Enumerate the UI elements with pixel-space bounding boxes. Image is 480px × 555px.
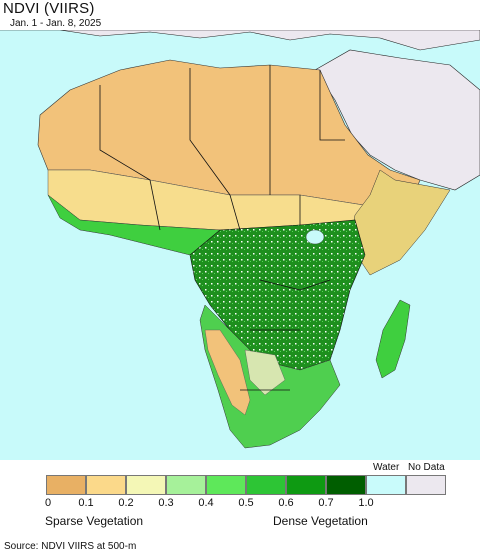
lake-victoria xyxy=(305,229,325,245)
legend-swatch xyxy=(406,475,446,495)
legend-swatch xyxy=(46,475,86,495)
legend-swatches xyxy=(46,475,446,495)
legend-tick-label: 0 xyxy=(44,497,52,509)
africa-ndvi-map xyxy=(0,30,480,460)
legend-swatch xyxy=(246,475,286,495)
source-note: Source: NDVI VIIRS at 500-m xyxy=(4,541,137,552)
legend-swatch xyxy=(326,475,366,495)
madagascar xyxy=(375,299,411,379)
legend-tick-label: 0.3 xyxy=(158,497,174,509)
namib-desert xyxy=(204,329,251,416)
sparse-vegetation-label: Sparse Vegetation xyxy=(45,514,144,528)
europe-landmass xyxy=(0,30,480,51)
kalahari-region xyxy=(244,349,286,396)
legend-tick-label: 0.5 xyxy=(238,497,254,509)
legend-tick-label: 0.1 xyxy=(78,497,94,509)
map-title: NDVI (VIIRS) xyxy=(3,0,95,17)
legend-swatch xyxy=(286,475,326,495)
west-africa-vegetation xyxy=(47,194,221,256)
legend-tick-label: 0.7 xyxy=(318,497,334,509)
legend-swatch xyxy=(366,475,406,495)
legend-swatch xyxy=(126,475,166,495)
horn-of-africa xyxy=(349,169,451,276)
legend-tick-label: 1.0 xyxy=(358,497,374,509)
country-borders xyxy=(99,65,345,391)
central-africa-forest xyxy=(189,219,366,371)
no-data-label: No Data xyxy=(408,462,445,473)
legend-tick-label: 0.2 xyxy=(118,497,134,509)
legend-ticks: 0 0.1 0.2 0.3 0.4 0.5 0.6 0.7 1.0 xyxy=(0,497,480,511)
water-label: Water xyxy=(373,462,400,473)
legend-tick-label: 0.4 xyxy=(198,497,214,509)
dense-vegetation-label: Dense Vegetation xyxy=(273,514,368,528)
legend-swatch xyxy=(206,475,246,495)
date-range: Jan. 1 - Jan. 8, 2025 xyxy=(10,18,102,29)
legend-swatch xyxy=(166,475,206,495)
legend-swatch xyxy=(86,475,126,495)
legend-tick-label: 0.6 xyxy=(278,497,294,509)
